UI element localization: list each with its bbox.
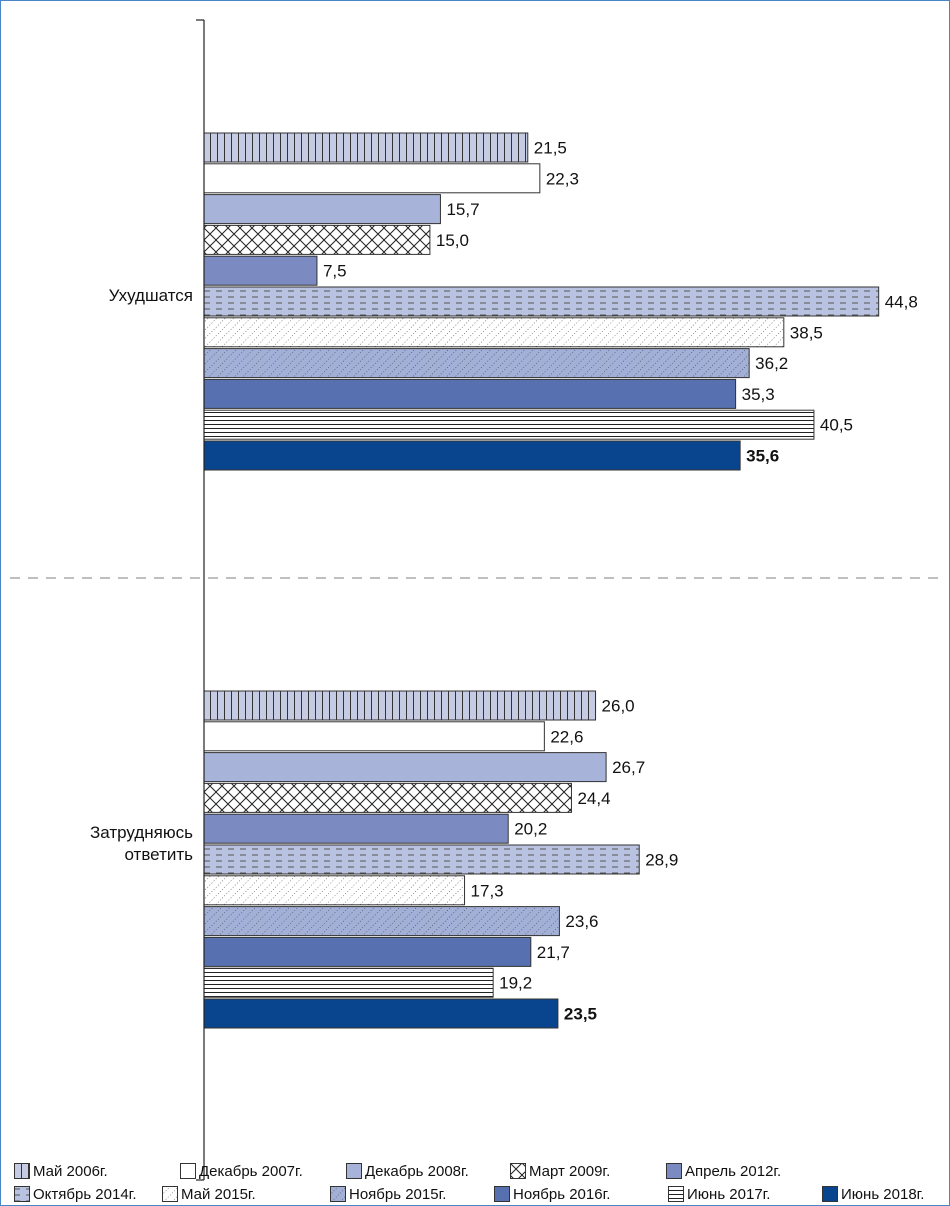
data-label: 26,0 xyxy=(602,697,635,716)
bar xyxy=(203,409,815,440)
data-label: 36,2 xyxy=(755,354,788,373)
data-label: 21,5 xyxy=(534,139,567,158)
legend-swatch xyxy=(180,1163,196,1179)
legend-label: Июнь 2017г. xyxy=(687,1185,771,1203)
legend-label: Май 2006г. xyxy=(33,1162,108,1180)
legend-item: Июнь 2017г. xyxy=(668,1183,770,1205)
data-label: 35,6 xyxy=(746,447,779,466)
data-label: 17,3 xyxy=(471,881,504,900)
bar xyxy=(203,875,466,906)
data-label: 22,6 xyxy=(550,727,583,746)
bar xyxy=(203,255,318,286)
bar xyxy=(203,752,607,783)
bar xyxy=(203,690,597,721)
data-label: 23,6 xyxy=(565,912,598,931)
bar xyxy=(203,378,737,409)
data-label: 40,5 xyxy=(820,416,853,435)
legend-label: Ноябрь 2016г. xyxy=(513,1185,611,1203)
data-label: 21,7 xyxy=(537,943,570,962)
data-label: 38,5 xyxy=(790,323,823,342)
data-label: 24,4 xyxy=(577,789,610,808)
bar xyxy=(203,782,572,813)
legend-swatch xyxy=(666,1163,682,1179)
legend-label: Март 2009г. xyxy=(529,1162,611,1180)
bar xyxy=(203,967,494,998)
legend-item: Ноябрь 2015г. xyxy=(330,1183,446,1205)
legend-item: Июнь 2018г. xyxy=(822,1183,924,1205)
bar xyxy=(203,317,785,348)
legend-label: Июнь 2018г. xyxy=(841,1185,925,1203)
legend-swatch xyxy=(330,1186,346,1202)
legend-item: Апрель 2012г. xyxy=(666,1160,781,1182)
legend-label: Октябрь 2014г. xyxy=(33,1185,137,1203)
data-label: 15,0 xyxy=(436,231,469,250)
bar xyxy=(203,224,431,255)
bar xyxy=(203,998,559,1029)
bar xyxy=(203,163,541,194)
legend-item: Декабрь 2007г. xyxy=(180,1160,303,1182)
data-label: 35,3 xyxy=(742,385,775,404)
legend-label: Ноябрь 2015г. xyxy=(349,1185,447,1203)
bar xyxy=(203,132,529,163)
legend-label: Декабрь 2008г. xyxy=(365,1162,469,1180)
data-label: 44,8 xyxy=(885,293,918,312)
bar xyxy=(203,844,640,875)
bar xyxy=(203,194,441,225)
bar xyxy=(203,348,750,379)
data-label: 23,5 xyxy=(564,1005,597,1024)
legend-swatch xyxy=(14,1186,30,1202)
legend-item: Октябрь 2014г. xyxy=(14,1183,136,1205)
legend-item: Ноябрь 2016г. xyxy=(494,1183,610,1205)
legend-swatch xyxy=(14,1163,30,1179)
legend-swatch xyxy=(668,1186,684,1202)
legend-item: Май 2006г. xyxy=(14,1160,108,1182)
data-label: 7,5 xyxy=(323,262,347,281)
data-label: 26,7 xyxy=(612,758,645,777)
legend-swatch xyxy=(346,1163,362,1179)
data-label: 19,2 xyxy=(499,974,532,993)
legend-swatch xyxy=(510,1163,526,1179)
legend-swatch xyxy=(822,1186,838,1202)
bar xyxy=(203,813,509,844)
legend-swatch xyxy=(162,1186,178,1202)
bar xyxy=(203,286,880,317)
category-label: Ухудшатся xyxy=(109,286,193,305)
bar xyxy=(203,440,741,471)
bar xyxy=(203,906,560,937)
data-label: 20,2 xyxy=(514,820,547,839)
data-label: 28,9 xyxy=(645,851,678,870)
legend-item: Декабрь 2008г. xyxy=(346,1160,469,1182)
bar xyxy=(203,721,545,752)
bar xyxy=(203,936,532,967)
legend-swatch xyxy=(494,1186,510,1202)
category-label: Затрудняюсь ответить xyxy=(90,823,193,864)
legend-label: Апрель 2012г. xyxy=(685,1162,782,1180)
data-label: 22,3 xyxy=(546,169,579,188)
data-label: 15,7 xyxy=(446,200,479,219)
legend-label: Декабрь 2007г. xyxy=(199,1162,303,1180)
legend-item: Март 2009г. xyxy=(510,1160,610,1182)
legend-item: Май 2015г. xyxy=(162,1183,256,1205)
legend-label: Май 2015г. xyxy=(181,1185,256,1203)
